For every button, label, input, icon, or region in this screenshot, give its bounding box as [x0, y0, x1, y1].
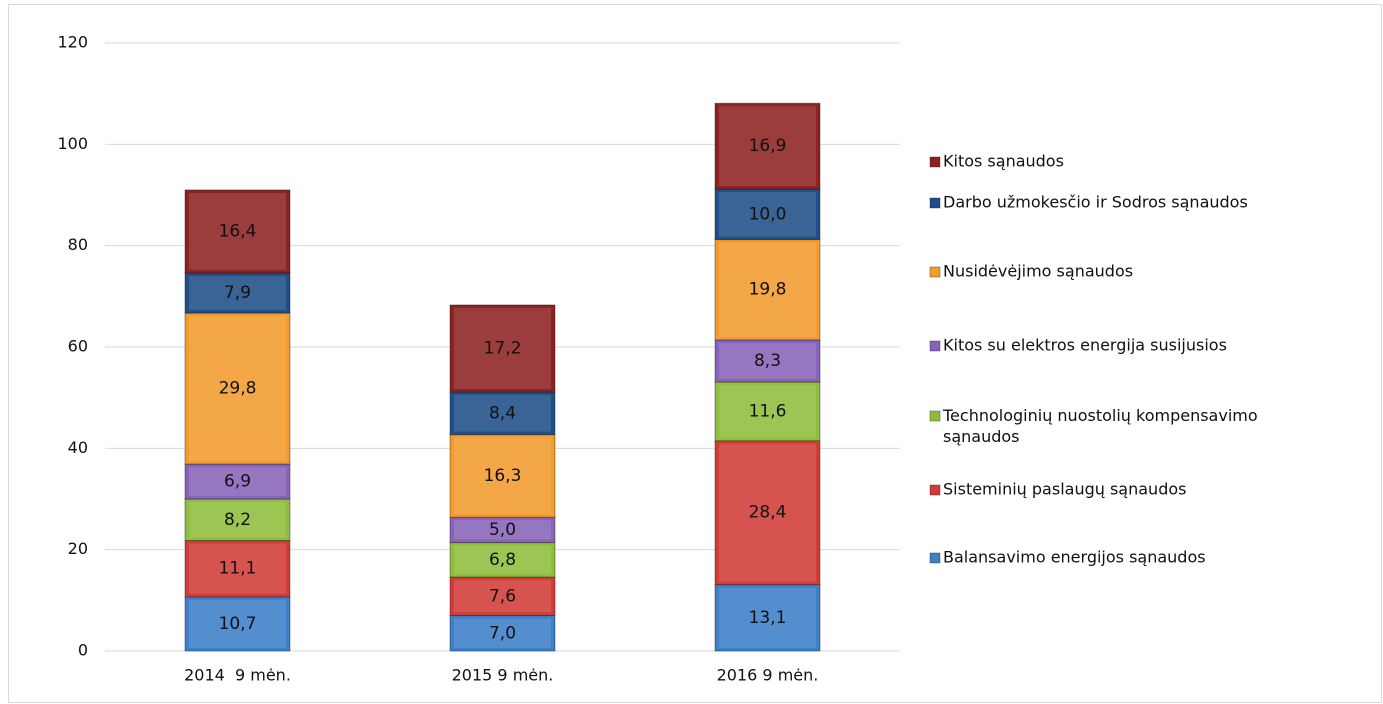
bar-segment — [449, 615, 556, 652]
legend-label: Technologinių nuostolių kompensavimo sąna… — [942, 406, 1258, 446]
y-tick-label: 120 — [57, 33, 88, 52]
data-label: 8,3 — [754, 351, 781, 371]
data-label: 16,4 — [219, 221, 257, 241]
legend-swatch — [929, 484, 941, 496]
bar-highlight — [189, 467, 286, 496]
bar-segment — [714, 102, 821, 190]
bar-highlight — [189, 502, 286, 538]
y-tick-label: 0 — [78, 641, 88, 660]
bar-segment — [184, 272, 291, 314]
bar-highlight — [454, 580, 551, 613]
legend-swatch — [929, 552, 941, 564]
y-tick-label: 80 — [68, 235, 88, 254]
bar-segment — [184, 463, 291, 500]
data-label: 6,9 — [224, 472, 251, 492]
bar-highlight — [454, 437, 551, 515]
bar-segment — [714, 584, 821, 652]
bar-highlight — [719, 106, 816, 186]
y-tick-label: 20 — [68, 539, 88, 558]
data-label: 10,0 — [749, 204, 787, 224]
legend-line: sąnaudos — [943, 427, 1020, 446]
legend-label: Darbo užmokesčio ir Sodros sąnaudos — [943, 193, 1248, 212]
legend-label: Kitos sąnaudos — [943, 152, 1064, 171]
y-tick-label: 40 — [68, 438, 88, 457]
bar-highlight — [189, 599, 286, 648]
data-label: 17,2 — [484, 339, 522, 359]
bar-highlight — [454, 545, 551, 575]
data-label: 16,9 — [749, 136, 787, 156]
bar-highlight — [719, 242, 816, 337]
legend-swatch — [929, 340, 941, 352]
bar-segment — [714, 381, 821, 442]
data-label: 5,0 — [489, 520, 516, 540]
data-label: 28,4 — [749, 503, 787, 523]
legend-swatch — [929, 197, 941, 209]
bar-segment — [449, 434, 556, 518]
data-label: 29,8 — [219, 379, 257, 399]
bar-highlight — [719, 587, 816, 648]
bar-segment — [714, 239, 821, 341]
bar-segment — [184, 596, 291, 652]
bar-segment — [449, 516, 556, 544]
legend-swatch — [929, 266, 941, 278]
legend-label: Kitos su elektros energija susijusios — [943, 336, 1227, 355]
legend-swatch — [929, 156, 941, 168]
bar-highlight — [719, 342, 816, 379]
bar-highlight — [189, 192, 286, 271]
legend-label: Balansavimo energijos sąnaudos — [943, 548, 1206, 567]
bar-segment — [449, 542, 556, 578]
bar-segment — [714, 188, 821, 241]
legend-label: Nusidėvėjimo sąnaudos — [943, 262, 1133, 281]
bar-highlight — [454, 520, 551, 540]
bar-segment — [184, 189, 291, 274]
data-label: 19,8 — [749, 280, 787, 300]
bar-segment — [184, 540, 291, 598]
data-label: 11,6 — [749, 401, 787, 421]
bar-highlight — [189, 543, 286, 594]
bar-highlight — [454, 307, 551, 390]
legend-line: Technologinių nuostolių kompensavimo — [942, 406, 1258, 425]
bar-highlight — [189, 276, 286, 311]
y-tick-label: 100 — [57, 134, 88, 153]
x-tick-label: 2016 9 mėn. — [717, 666, 819, 685]
bar-segment — [184, 498, 291, 542]
legend-label: Sisteminių paslaugų sąnaudos — [943, 480, 1186, 499]
data-label: 6,8 — [489, 550, 516, 570]
bar-segment — [714, 440, 821, 586]
y-tick-label: 60 — [68, 337, 88, 356]
bar-highlight — [189, 316, 286, 462]
x-tick-label: 2014 9 mėn. — [184, 666, 291, 685]
data-label: 7,6 — [489, 586, 516, 606]
bar-highlight — [454, 395, 551, 432]
data-label: 7,9 — [224, 283, 251, 303]
bar-highlight — [719, 191, 816, 237]
bar-segment — [449, 576, 556, 617]
bar-highlight — [719, 384, 816, 438]
data-label: 16,3 — [484, 466, 522, 486]
data-label: 11,1 — [219, 559, 257, 579]
bar-highlight — [454, 618, 551, 648]
legend-swatch — [929, 410, 941, 422]
data-label: 13,1 — [749, 608, 787, 628]
data-label: 8,4 — [489, 403, 516, 423]
bar-segment — [449, 391, 556, 436]
bar-segment — [184, 312, 291, 465]
data-label: 10,7 — [219, 614, 257, 634]
data-label: 8,2 — [224, 510, 251, 530]
bar-segment — [449, 304, 556, 393]
bar-highlight — [719, 443, 816, 582]
x-tick-label: 2015 9 mėn. — [452, 666, 554, 685]
data-label: 7,0 — [489, 623, 516, 643]
